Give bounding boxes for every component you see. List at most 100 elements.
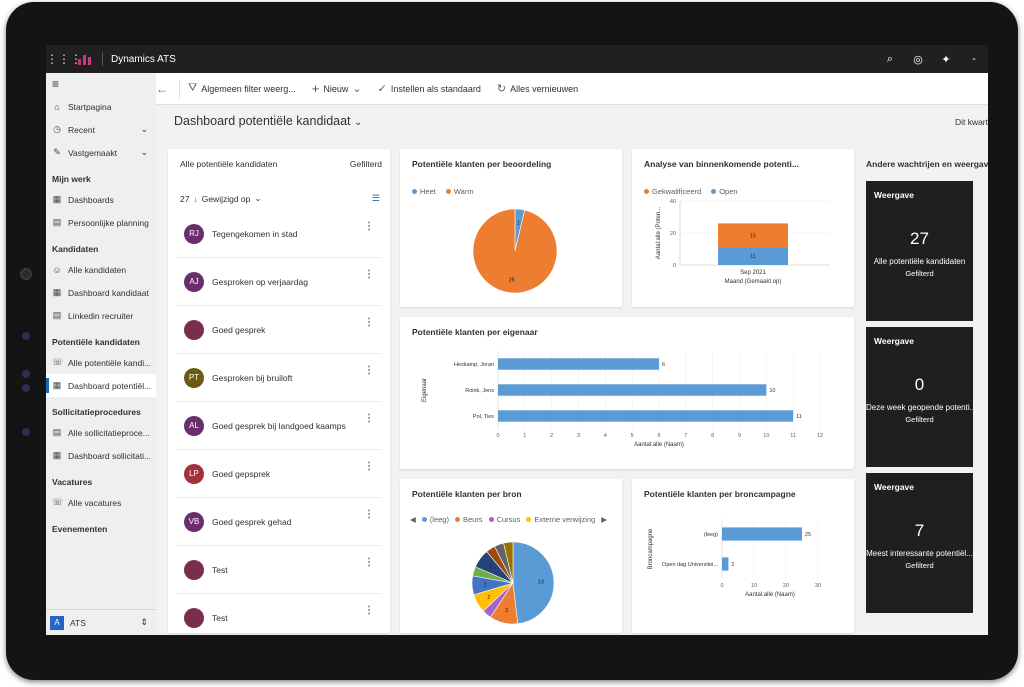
legend-item[interactable]: Gekwalificeerd <box>644 187 701 196</box>
list-item-name: Goed gesprek <box>212 325 266 335</box>
more-options-icon[interactable]: ⋮ <box>364 461 374 472</box>
more-options-icon[interactable]: ⋮ <box>364 413 374 424</box>
chart-card-analysis: Analyse van binnenkomende potenti... Gek… <box>632 149 854 307</box>
document-icon: ▤ <box>52 427 62 437</box>
back-icon[interactable]: ← <box>156 78 180 99</box>
pie-slice <box>503 541 514 584</box>
more-options-icon[interactable]: ⋮ <box>364 509 374 520</box>
legend-label: Warm <box>453 187 474 196</box>
view-tile[interactable]: Weergave 0 Deze week geopende potenti...… <box>866 327 973 467</box>
sort-arrow-icon[interactable]: ↓ <box>193 193 198 204</box>
y-tick-label: Open dag Universitei... <box>662 562 718 568</box>
dashboard-icon: ▦ <box>52 450 62 460</box>
legend-prev-icon[interactable]: ◀ <box>410 515 416 524</box>
y-tick-label: Roink, Jens <box>465 388 494 394</box>
sidebar-item-application-dashboard[interactable]: ▦ Dashboard sollicitati... <box>46 444 156 467</box>
sensor-dot <box>22 332 30 340</box>
panel-title: Andere wachtrijen en weergaven <box>866 159 988 169</box>
sidebar-item-recent[interactable]: ◷ Recent ⌄ <box>46 118 156 141</box>
tile-label: Weergave <box>874 190 915 200</box>
list-title[interactable]: Alle potentiële kandidaten <box>180 159 278 169</box>
sidebar-item-dashboards[interactable]: ▦ Dashboards <box>46 188 156 211</box>
more-options-icon[interactable]: ⋮ <box>364 365 374 376</box>
sidebar-item-linkedin[interactable]: ▤ Linkedin recruiter <box>46 304 156 327</box>
set-default-button[interactable]: ✓ Instellen als standaard <box>370 73 489 105</box>
bar <box>498 358 659 370</box>
legend-swatch <box>421 517 427 522</box>
page-title[interactable]: Dashboard potentiële kandidaat ⌄ <box>174 114 362 128</box>
dynamics-logo-icon <box>78 53 94 65</box>
list-item[interactable]: RJ Tegengekomen in stad ⋮ <box>176 211 382 258</box>
slice-label: 3 <box>505 608 508 614</box>
sidebar-item-home[interactable]: ⌂ Startpagina <box>46 95 156 118</box>
list-item[interactable]: PT Gesproken bij bruiloft ⋮ <box>176 355 382 402</box>
chevron-down-icon[interactable]: ⌄ <box>140 124 148 134</box>
app-launcher-icon[interactable]: ⋮⋮⋮ <box>46 52 82 66</box>
more-options-icon[interactable]: ⋮ <box>364 605 374 616</box>
filter-button[interactable]: ⛛ Algemeen filter weerg... <box>180 73 304 105</box>
chevron-down-icon[interactable]: ⌄ <box>352 83 362 95</box>
sidebar-item-all-leads[interactable]: ☏ Alle potentiële kandi... <box>46 351 156 374</box>
more-options-icon[interactable]: ⋮ <box>364 557 374 568</box>
task-icon[interactable]: ◎ <box>913 53 923 66</box>
more-options-icon[interactable]: ⋮ <box>364 269 374 280</box>
hamburger-icon[interactable]: ≡ <box>52 77 60 91</box>
legend-item[interactable]: Open <box>711 187 738 196</box>
x-axis-title: Maand (Gemaakt op) <box>725 279 782 285</box>
checkmark-icon: ✓ <box>377 83 387 95</box>
legend-item[interactable]: Warm <box>445 187 474 196</box>
list-item[interactable]: Test ⋮ <box>176 547 382 594</box>
chevron-updown-icon[interactable]: ⇕ <box>140 617 148 627</box>
tile-label: Weergave <box>874 482 915 492</box>
legend-item[interactable]: Externe verwijzing <box>526 515 595 524</box>
sidebar-item-all-candidates[interactable]: ☺ Alle kandidaten <box>46 258 156 281</box>
x-tick-label: 4 <box>604 433 607 439</box>
search-icon[interactable]: ⌕ <box>886 52 894 65</box>
legend-item[interactable]: Heet <box>412 187 436 196</box>
chevron-down-icon[interactable]: ⌄ <box>354 117 363 128</box>
sidebar-item-pinned[interactable]: ✎ Vastgemaakt ⌄ <box>46 141 156 164</box>
new-button[interactable]: + Nieuw ⌄ <box>304 73 370 105</box>
list-settings-icon[interactable]: ☰ <box>371 193 380 203</box>
view-tile[interactable]: Weergave 27 Alle potentiële kandidaten G… <box>866 181 973 321</box>
list-item[interactable]: VB Goed gesprek gehad ⋮ <box>176 499 382 546</box>
legend-item[interactable]: (leeg) <box>421 515 449 524</box>
chevron-down-icon[interactable]: ⌄ <box>140 147 148 157</box>
legend-item[interactable]: Beurs <box>454 515 483 524</box>
lightbulb-icon[interactable]: ✦ <box>941 53 951 66</box>
legend-next-icon[interactable]: ▶ <box>601 515 607 524</box>
sidebar-group-title: Evenementen <box>52 524 108 534</box>
sidebar-group-title: Sollicitatieprocedures <box>52 407 141 417</box>
list-item[interactable]: Test ⋮ <box>176 595 382 635</box>
tile-count: 7 <box>914 521 925 540</box>
slice-label: 13 <box>538 579 544 585</box>
sidebar-item-all-vacancies[interactable]: ☏ Alle vacatures <box>46 491 156 514</box>
sort-control[interactable]: 27 ↓ Gewijzigd op ⌄ <box>180 193 262 204</box>
more-icon[interactable]: - <box>972 53 976 65</box>
sidebar-item-planning[interactable]: ▤ Persoonlijke planning <box>46 211 156 234</box>
list-item[interactable]: LP Goed gepsprek ⋮ <box>176 451 382 498</box>
legend-label: Open <box>719 187 738 196</box>
avatar: RJ <box>184 224 204 244</box>
avatar: AJ <box>184 272 204 292</box>
legend-item[interactable]: Cursus <box>488 515 520 524</box>
chevron-down-icon[interactable]: ⌄ <box>254 193 262 203</box>
period-filter[interactable]: Dit kwart <box>954 117 988 127</box>
list-item[interactable]: Goed gesprek ⋮ <box>176 307 382 354</box>
more-options-icon[interactable]: ⋮ <box>364 317 374 328</box>
list-item[interactable]: AL Goed gesprek bij landgoed kaamps ⋮ <box>176 403 382 450</box>
sidebar-item-candidate-dashboard[interactable]: ▦ Dashboard kandidaat <box>46 281 156 304</box>
more-options-icon[interactable]: ⋮ <box>364 221 374 232</box>
x-tick-label: 6 <box>657 433 660 439</box>
sidebar-item-lead-dashboard[interactable]: ▦ Dashboard potentiël... <box>46 374 156 397</box>
list-item[interactable]: AJ Gesproken op verjaardag ⋮ <box>176 259 382 306</box>
area-switcher[interactable]: A ATS ⇕ <box>46 609 156 635</box>
x-tick-label: 9 <box>738 433 741 439</box>
view-tile[interactable]: Weergave 7 Meest interessante potentiël.… <box>866 473 973 613</box>
sidebar-item-all-applications[interactable]: ▤ Alle sollicitatieproce... <box>46 421 156 444</box>
app-name[interactable]: Dynamics ATS <box>111 53 176 65</box>
sort-field[interactable]: Gewijzigd op <box>201 193 251 204</box>
refresh-button[interactable]: ↻ Alles vernieuwen <box>489 73 586 105</box>
